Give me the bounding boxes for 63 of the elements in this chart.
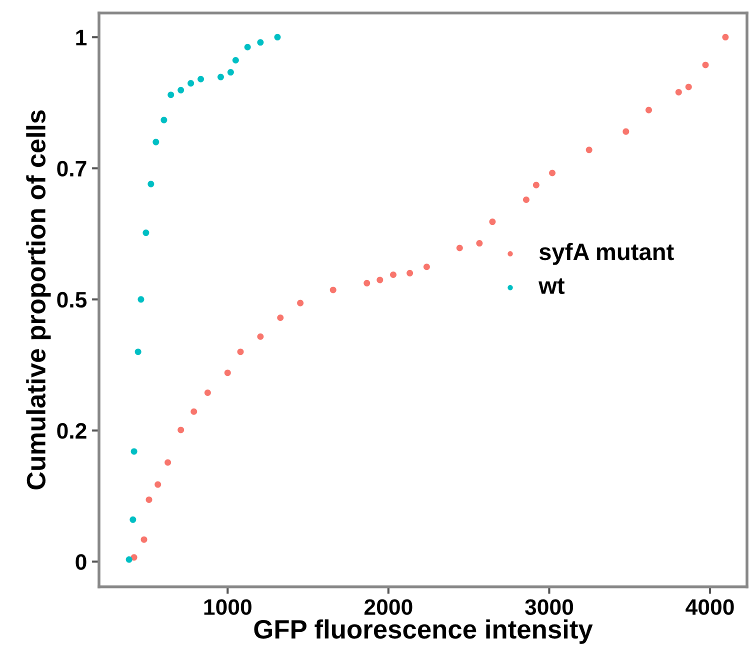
point [257, 333, 264, 340]
y-tick-label: 0.5 [57, 292, 87, 308]
point [645, 106, 652, 114]
x-tick-label: 2000 [364, 599, 412, 615]
point [390, 271, 397, 278]
point [217, 74, 224, 80]
point [198, 76, 204, 82]
point [364, 280, 370, 286]
point [146, 496, 152, 503]
point [138, 296, 144, 303]
y-tick-label: 0.7 [57, 160, 86, 177]
y-tick-label: 1 [76, 30, 87, 46]
x-tick-label: 3000 [525, 599, 574, 615]
x-tick-label: 1000 [204, 599, 252, 615]
point [406, 270, 414, 276]
y-tick-label: 0 [76, 554, 86, 570]
point [237, 348, 244, 356]
point [702, 62, 709, 68]
point [522, 196, 530, 204]
point [154, 481, 162, 488]
point [130, 448, 138, 455]
point [140, 536, 148, 543]
point [297, 300, 304, 306]
point [476, 240, 483, 247]
x-tick-label: 4000 [686, 599, 734, 615]
point [148, 180, 154, 188]
point [232, 56, 239, 64]
point [549, 170, 556, 176]
point [376, 276, 384, 284]
point [456, 244, 463, 252]
point [277, 314, 284, 322]
legend-label: syfA mutant [539, 242, 674, 265]
point [178, 426, 184, 434]
point [188, 80, 194, 87]
point [586, 146, 592, 154]
point [532, 182, 540, 188]
point [126, 556, 132, 563]
point [164, 459, 172, 466]
point [224, 370, 231, 376]
point [178, 86, 184, 94]
point [675, 88, 682, 96]
point [160, 116, 168, 124]
point [168, 92, 174, 98]
legend-label: wt [538, 278, 565, 294]
point [423, 264, 430, 270]
point [227, 69, 234, 76]
point [134, 348, 142, 356]
point [622, 128, 630, 135]
point [274, 34, 281, 40]
point [204, 389, 211, 396]
point [330, 286, 336, 294]
point [489, 218, 496, 226]
point [130, 516, 136, 523]
point [190, 408, 198, 415]
point [142, 230, 150, 236]
y-axis-title: Cumulative proportion of cells [26, 110, 51, 490]
point [244, 44, 251, 50]
y-tick-label: 0.2 [57, 423, 86, 439]
point [722, 34, 729, 40]
point [685, 84, 692, 90]
point [257, 39, 264, 46]
x-axis-title: GFP fluorescence intensity [254, 619, 593, 644]
point [152, 138, 160, 146]
